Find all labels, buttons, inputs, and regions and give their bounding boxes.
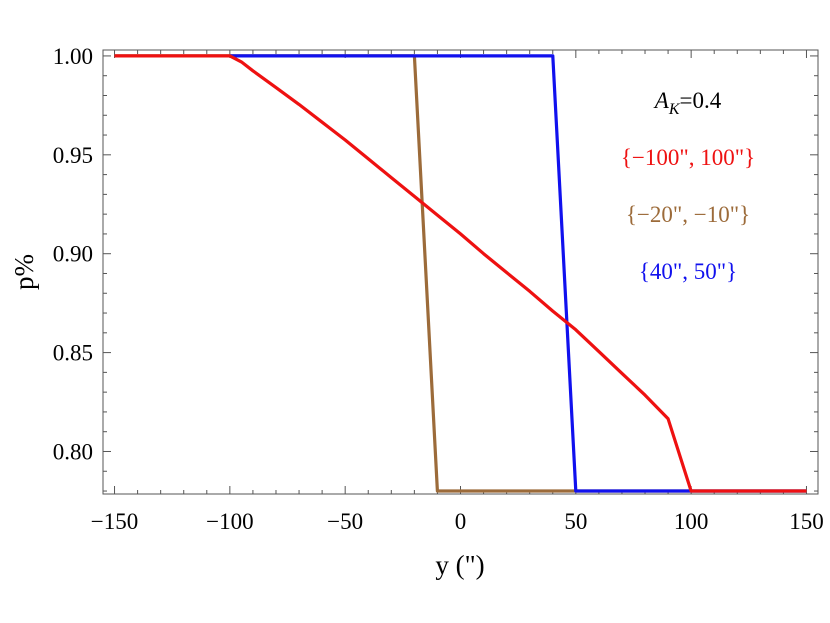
series-line-0 bbox=[114, 54, 807, 493]
x-tick-label: 100 bbox=[674, 509, 709, 534]
x-tick-label: −50 bbox=[327, 509, 363, 534]
x-tick-label: −150 bbox=[91, 509, 138, 534]
annotation-ak: AK=0.4 bbox=[653, 88, 722, 118]
ticks-layer: −150 −100 −50 0 50 100 150 0.80 0.85 0.90 0.95 1.00 bbox=[53, 44, 824, 534]
x-tick-label: 50 bbox=[564, 509, 587, 534]
y-tick-label: 0.90 bbox=[53, 242, 93, 267]
y-axis-title: p% bbox=[9, 254, 39, 290]
annotation-range-red: {−100", 100"} bbox=[621, 145, 755, 170]
y-tick-label: 0.85 bbox=[53, 341, 93, 366]
annotation-block: AK=0.4 {−100", 100"} {−20", −10"} {40", … bbox=[621, 88, 755, 284]
x-tick-label: −100 bbox=[206, 509, 253, 534]
x-axis-title: y (") bbox=[435, 550, 484, 580]
annotation-range-blue: {40", 50"} bbox=[639, 259, 737, 284]
series-layer bbox=[114, 54, 807, 493]
x-tick-label: 150 bbox=[789, 509, 824, 534]
x-tick-label: 0 bbox=[455, 509, 467, 534]
y-tick-label: 0.80 bbox=[53, 439, 93, 464]
annotation-range-brown: {−20", −10"} bbox=[626, 202, 750, 227]
y-tick-label: 0.95 bbox=[53, 143, 93, 168]
y-tick-label: 1.00 bbox=[53, 44, 93, 69]
